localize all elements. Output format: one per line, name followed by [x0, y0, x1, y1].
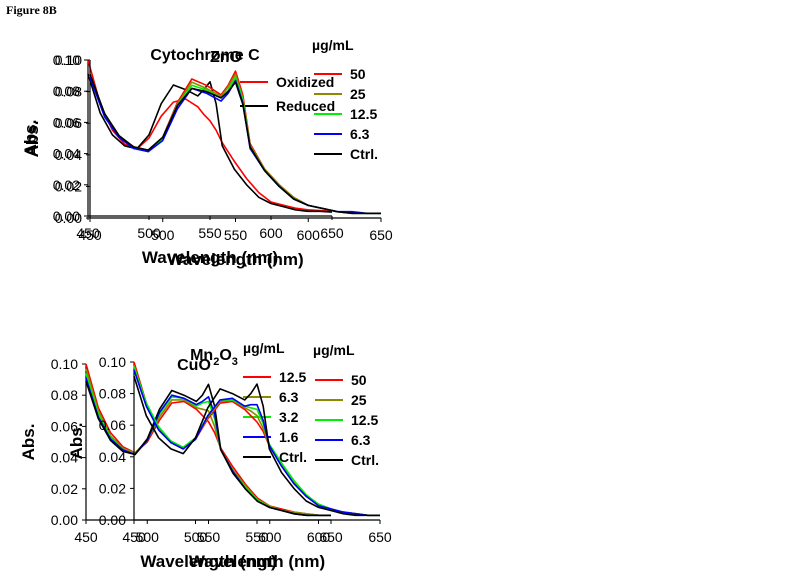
- x-tick-label: 500: [136, 529, 160, 545]
- x-tick-label: 500: [184, 529, 208, 545]
- legend-label-ctrl: Ctrl.: [351, 452, 379, 468]
- y-tick-label: 0.00: [99, 512, 126, 528]
- y-tick-label: 0.08: [53, 83, 80, 99]
- y-tick-label: 0.10: [99, 354, 126, 370]
- legend-label-50: 50: [350, 66, 366, 82]
- legend-label-12-5: 12.5: [279, 369, 306, 385]
- series-line-ctrl: [89, 73, 381, 215]
- y-tick-label: 0.04: [55, 147, 82, 163]
- chart-title: ZnO: [210, 49, 242, 66]
- x-tick-label: 600: [259, 225, 283, 241]
- x-tick-label: 450: [76, 225, 100, 241]
- y-tick-label: 0.06: [55, 115, 82, 131]
- y-axis-label: Abs.: [21, 120, 40, 157]
- y-axis-label: Abs.: [67, 423, 86, 460]
- legend-label-ctrl: Ctrl.: [279, 449, 307, 465]
- legend-label-oxidized: Oxidized: [276, 74, 334, 90]
- figure-label: Figure 8B: [6, 3, 57, 17]
- x-tick-label: 450: [74, 529, 98, 545]
- x-tick-label: 500: [137, 225, 161, 241]
- x-tick-label: 450: [122, 529, 146, 545]
- chart-title: Cytochrome C: [150, 47, 260, 64]
- legend-label-25: 25: [351, 392, 367, 408]
- x-tick-label: 600: [297, 227, 321, 243]
- y-tick-label: 0.06: [53, 114, 80, 130]
- y-tick-label: 0.04: [99, 449, 126, 465]
- legend-label-6-3: 6.3: [350, 126, 370, 142]
- x-tick-label: 600: [307, 529, 331, 545]
- legend-label-25: 25: [350, 86, 366, 102]
- x-axis-label: Wavelength (nm): [142, 248, 278, 267]
- x-tick-label: 650: [369, 227, 393, 243]
- x-tick-label: 650: [320, 225, 344, 241]
- x-axis-label: Wavelength (nm): [189, 552, 325, 571]
- y-axis-label: Abs.: [19, 424, 38, 461]
- legend-label-1-6: 1.6: [279, 429, 299, 445]
- legend-unit: µg/mL: [243, 340, 285, 356]
- chart-title: CuO: [177, 357, 211, 374]
- y-tick-label: 0.00: [53, 208, 80, 224]
- legend-label-12-5: 12.5: [350, 106, 377, 122]
- legend-label-reduced: Reduced: [276, 98, 335, 114]
- y-tick-label: 0.10: [51, 356, 78, 372]
- legend-label-50: 50: [351, 372, 367, 388]
- y-tick-label: 0.06: [51, 418, 78, 434]
- y-tick-label: 0.04: [51, 450, 78, 466]
- y-tick-label: 0.02: [55, 178, 82, 194]
- x-tick-label: 650: [319, 529, 343, 545]
- legend-label-ctrl: Ctrl.: [350, 146, 378, 162]
- series-line-6-3: [133, 369, 380, 517]
- y-tick-label: 0.10: [53, 52, 80, 68]
- legend-label-3-2: 3.2: [279, 409, 299, 425]
- y-axis-label: Abs.: [23, 121, 42, 158]
- y-tick-label: 0.00: [51, 512, 78, 528]
- y-tick-label: 0.08: [99, 386, 126, 402]
- y-tick-label: 0.02: [51, 481, 78, 497]
- x-tick-label: 550: [224, 227, 248, 243]
- x-tick-label: 550: [245, 529, 269, 545]
- y-tick-label: 0.00: [55, 210, 82, 226]
- y-tick-label: 0.04: [53, 146, 80, 162]
- legend-label-6-3: 6.3: [279, 389, 299, 405]
- y-tick-label: 0.10: [55, 52, 82, 68]
- y-tick-label: 0.08: [55, 84, 82, 100]
- x-axis-label: Wavelength (nm): [167, 250, 303, 269]
- y-tick-label: 0.08: [51, 387, 78, 403]
- x-tick-label: 650: [368, 529, 392, 545]
- legend-label-12-5: 12.5: [351, 412, 378, 428]
- y-tick-label: 0.06: [99, 417, 126, 433]
- legend-label-6-3: 6.3: [351, 432, 371, 448]
- x-tick-label: 450: [78, 227, 102, 243]
- y-tick-label: 0.02: [99, 480, 126, 496]
- chart-title: Mn2O3: [190, 347, 238, 368]
- x-tick-label: 550: [198, 225, 222, 241]
- x-tick-label: 600: [258, 529, 282, 545]
- legend-unit: µg/mL: [313, 342, 355, 358]
- series-line-ctrl: [85, 380, 331, 517]
- x-tick-label: 550: [197, 529, 221, 545]
- y-tick-label: 0.02: [53, 177, 80, 193]
- series-line-ctrl: [133, 375, 380, 517]
- legend-unit: µg/mL: [312, 37, 354, 53]
- x-tick-label: 500: [151, 227, 175, 243]
- x-axis-label: Wavelength (nm): [140, 552, 276, 571]
